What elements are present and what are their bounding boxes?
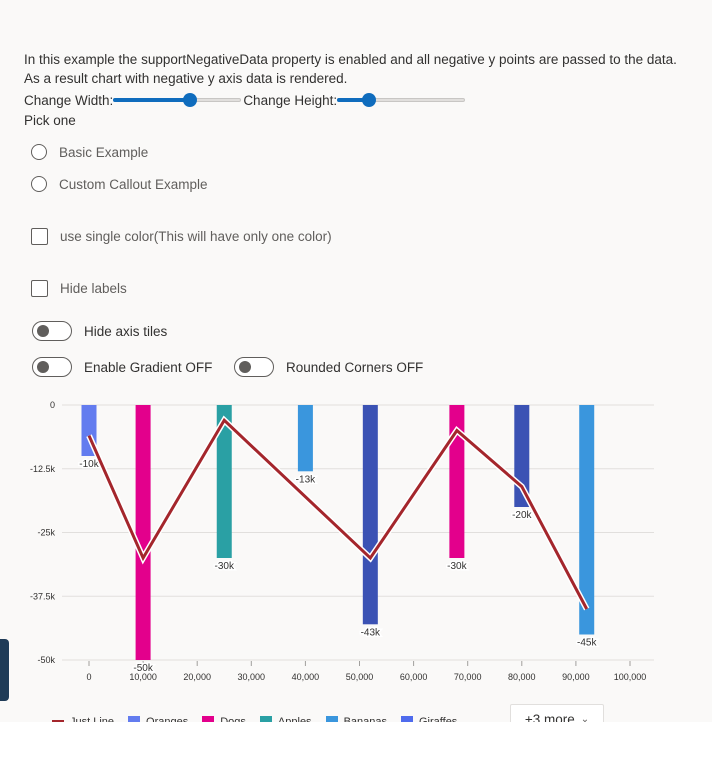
x-tick-label: 20,000 (183, 672, 211, 682)
legend-more-button[interactable]: +3 more ⌄ (510, 704, 604, 722)
toggle-knob (239, 361, 251, 373)
legend-swatch (325, 716, 338, 722)
checkbox-box[interactable] (31, 279, 48, 297)
width-slider-fill (113, 98, 191, 102)
bar-data-label: -50k (133, 663, 153, 674)
y-tick-label: -50k (37, 655, 55, 665)
bar-data-label: -20k (512, 510, 532, 521)
legend-label: Dogs (220, 716, 246, 722)
height-slider-label: Change Height: (243, 92, 338, 108)
line-series (87, 417, 589, 610)
x-tick-label: 60,000 (400, 672, 428, 682)
side-panel-tab[interactable] (0, 639, 9, 701)
height-slider-thumb[interactable] (362, 93, 377, 107)
toggle-label: Enable Gradient OFF (84, 359, 213, 375)
height-slider-fill (337, 98, 370, 102)
legend-more-label: +3 more (524, 711, 575, 723)
height-slider[interactable] (337, 93, 466, 107)
hide-labels-checkbox[interactable]: Hide labels (31, 278, 127, 298)
width-slider-thumb[interactable] (183, 93, 198, 107)
example-panel: In this example the supportNegativeData … (0, 52, 677, 722)
checkbox-label: use single color(This will have only one… (60, 228, 332, 244)
single-color-checkbox[interactable]: use single color(This will have only one… (31, 226, 332, 246)
legend-swatch (202, 716, 215, 722)
hide-axis-tiles-toggle[interactable]: Hide axis tiles (32, 320, 167, 342)
chart-legend: Just Line Oranges Dogs Apples Bananas Giraffe… (52, 710, 471, 722)
toggle-label: Rounded Corners OFF (286, 359, 424, 375)
x-tick-label: 0 (86, 672, 91, 682)
x-tick-label: 50,000 (346, 672, 374, 682)
toggle-switch[interactable] (32, 357, 72, 377)
x-tick-label: 30,000 (238, 672, 266, 682)
bar-data-label: -45k (577, 638, 597, 649)
legend-swatch (401, 716, 413, 722)
bar (362, 405, 378, 625)
bar (135, 405, 151, 660)
x-tick-label: 90,000 (562, 672, 590, 682)
size-controls: Change Width: Change Height: (24, 91, 467, 109)
legend-label: Bananas (343, 716, 387, 722)
legend-item[interactable]: Just Line (52, 716, 114, 722)
legend-swatch (128, 716, 141, 722)
legend-label: Oranges (146, 716, 189, 722)
bar-data-label: -13k (296, 474, 316, 485)
toggle-knob (37, 361, 49, 373)
x-tick-label: 100,000 (614, 672, 647, 682)
radio-custom-callout-example[interactable]: Custom Callout Example (31, 174, 208, 194)
x-tick-label: 70,000 (454, 672, 482, 682)
legend-item[interactable]: Dogs (202, 716, 246, 722)
radio-circle[interactable] (31, 176, 47, 192)
toggle-switch[interactable] (32, 321, 72, 341)
toggle-switch[interactable] (234, 357, 274, 377)
bar (579, 405, 595, 635)
legend-item[interactable]: Bananas (325, 716, 387, 722)
legend-swatch (259, 716, 272, 722)
chevron-down-icon: ⌄ (580, 713, 590, 723)
pick-one-label: Pick one (24, 113, 76, 128)
y-tick-label: -37.5k (30, 591, 56, 601)
radio-circle[interactable] (31, 144, 47, 160)
x-tick-label: 40,000 (292, 672, 320, 682)
rounded-corners-toggle[interactable]: Rounded Corners OFF (234, 356, 423, 378)
bar-data-label: -43k (361, 627, 381, 638)
bar (297, 405, 313, 472)
bar (449, 405, 465, 558)
radio-basic-example[interactable]: Basic Example (31, 142, 148, 162)
bar-data-label: -30k (215, 561, 235, 572)
bar (216, 405, 232, 558)
y-tick-label: -25k (37, 528, 55, 538)
y-tick-label: 0 (50, 400, 55, 410)
checkbox-box[interactable] (31, 227, 48, 245)
legend-label: Giraffes (419, 716, 458, 722)
legend-item[interactable]: Oranges (128, 716, 188, 722)
legend-item[interactable]: Giraffes (401, 716, 457, 722)
y-tick-label: -12.5k (30, 464, 56, 474)
legend-label: Apples (277, 716, 312, 722)
example-description: In this example the supportNegativeData … (24, 52, 677, 86)
gradient-toggle[interactable]: Enable Gradient OFF (32, 356, 212, 378)
x-tick-label: 80,000 (508, 672, 536, 682)
vertical-bar-chart: 0 -12.5k -25k -37.5k -50k 0 10,000 20,000 30,000… (30, 400, 654, 682)
legend-label: Just Line (70, 716, 115, 722)
bar-data-label: -30k (447, 561, 467, 572)
toggle-knob (37, 325, 49, 337)
radio-label: Custom Callout Example (59, 176, 208, 192)
toggle-label: Hide axis tiles (84, 323, 168, 339)
width-slider-label: Change Width: (24, 92, 114, 108)
legend-item[interactable]: Apples (259, 716, 312, 722)
checkbox-label: Hide labels (60, 280, 127, 296)
legend-swatch (52, 720, 64, 722)
x-tick-label: 10,000 (129, 672, 157, 682)
radio-label: Basic Example (59, 144, 149, 160)
width-slider[interactable] (113, 93, 242, 107)
bar-data-label: -10k (79, 459, 99, 470)
